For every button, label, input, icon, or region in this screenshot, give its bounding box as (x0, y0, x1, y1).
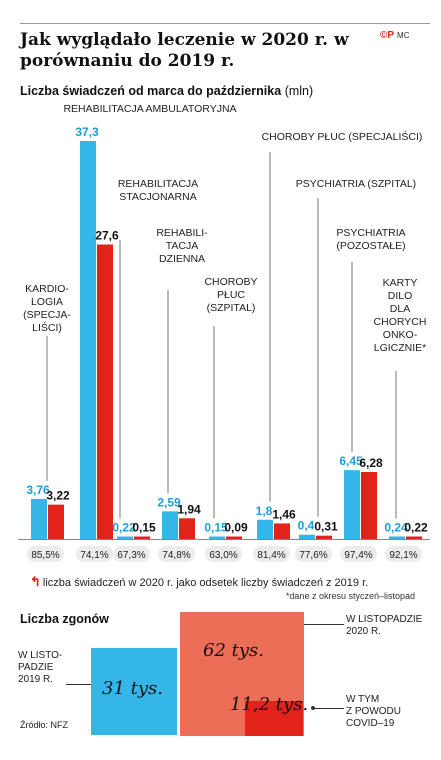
percent-label: 97,4% (344, 550, 372, 561)
percent-label: 74,1% (80, 550, 108, 561)
percent-pill (113, 546, 150, 562)
category-label: REHABILITACJA STACJONARNA (118, 178, 198, 203)
deaths-2019-value: 31 tys. (102, 678, 163, 699)
chart-unit: (mln) (284, 84, 314, 98)
bar-2019 (80, 141, 96, 539)
deaths-2019-label: W LISTO- PADZIE 2019 R. (18, 650, 63, 685)
percent-note-text: liczba świadczeń w 2020 r. jako odsetek … (42, 577, 369, 589)
deaths-2020-value: 62 tys. (203, 640, 264, 661)
bar-2019 (117, 536, 133, 539)
value-label-2020: 1,46 (272, 507, 296, 521)
bar-2020 (361, 471, 377, 539)
deaths-2019-leader (66, 684, 91, 685)
bar-2019 (209, 536, 225, 539)
chart-title-text: Liczba świadczeń od marca do październik… (20, 84, 282, 98)
category-label: CHOROBY PŁUC (SZPITAL) (204, 276, 257, 314)
source-note: Źródło: NFZ (20, 720, 69, 730)
top-rule (20, 23, 430, 24)
page-title: Jak wyglądało leczenie w 2020 r. w porów… (20, 30, 349, 71)
value-label-2020: 1,94 (177, 502, 201, 516)
value-label-2019: 37,3 (75, 125, 99, 139)
value-label-2019: 0,22 (112, 521, 136, 535)
value-label-2020: 3,22 (46, 489, 70, 503)
percent-pill (76, 546, 113, 562)
value-label-2019: 3,76 (26, 483, 50, 497)
publisher-logo: ©P MC (380, 30, 410, 41)
value-label-2020: 0,22 (404, 521, 428, 535)
bar-2019 (162, 511, 178, 539)
category-label: KARDIO-LOGIA (SPECJA-LIŚCI) (23, 283, 71, 334)
bar-2019 (299, 534, 315, 539)
value-label-2019: 1,8 (256, 504, 273, 518)
percent-pill (295, 546, 332, 562)
category-label: PSYCHIATRIA (POZOSTAŁE) (336, 227, 405, 252)
value-label-2020: 6,28 (359, 456, 383, 470)
bar-2019 (31, 498, 47, 539)
bar-2020 (97, 244, 113, 539)
deaths-covid-box (245, 701, 303, 736)
bar-chart: 3,763,22 KARDIO-LOGIA (SPECJA-LIŚCI) 85,5% 3… (18, 103, 430, 562)
logo-mark: ©P (380, 30, 395, 41)
percent-pill (340, 546, 377, 562)
value-label-2020: 27,6 (95, 229, 119, 243)
percent-pill (385, 546, 422, 562)
value-label-2020: 0,15 (132, 521, 156, 535)
value-label-2019: 0,4 (298, 519, 315, 533)
bar-2020 (316, 535, 332, 539)
value-label-2019: 2,59 (157, 495, 181, 509)
bar-2019 (344, 470, 360, 539)
percent-label: 81,4% (257, 550, 285, 561)
bar-2020 (179, 518, 195, 539)
chart-title: Liczba świadczeń od marca do październik… (20, 84, 313, 98)
bar-2019 (389, 536, 405, 539)
percent-note: ↰ liczba świadczeń w 2020 r. jako odsetek… (30, 574, 368, 590)
percent-label: 63,0% (209, 550, 237, 561)
deaths-covid-leader-dot (311, 706, 315, 710)
category-label: REHABILI-TACJA DZIENNA (156, 227, 208, 265)
percent-pill (253, 546, 290, 562)
footnote: *dane z okresu styczeń–listopad (285, 591, 415, 601)
deaths-covid-label: W TYM Z POWODU COVID–19 (346, 694, 401, 729)
deaths-title: Liczba zgonów (20, 612, 109, 626)
value-label-2019: 6,45 (339, 454, 363, 468)
percent-label: 92,1% (389, 550, 417, 561)
bar-2020 (226, 536, 242, 539)
deaths-2020-label: W LISTOPADZIE 2020 R. (346, 614, 423, 637)
author-initials: MC (397, 31, 410, 40)
value-label-2020: 0,31 (314, 520, 338, 534)
percent-pill (205, 546, 242, 562)
bar-2020 (134, 536, 150, 539)
category-label: REHABILITACJA AMBULATORYJNA (63, 103, 236, 115)
deaths-2019-box (91, 648, 177, 735)
turn-arrow-icon: ↰ (30, 574, 41, 589)
value-label-2019: 0,15 (204, 521, 228, 535)
category-label: KARTY DILO DLA CHORYCH ONKO-LGICZNIE* (374, 277, 427, 354)
percent-label: 85,5% (31, 550, 59, 561)
percent-label: 77,6% (299, 550, 327, 561)
value-label-2020: 0,09 (224, 521, 248, 535)
deaths-2020-leader (304, 624, 344, 625)
category-label: CHOROBY PŁUC (SPECJALIŚCI) (262, 130, 423, 143)
bar-2020 (274, 523, 290, 539)
percent-pill (158, 546, 195, 562)
percent-pill (27, 546, 64, 562)
percent-label: 74,8% (162, 550, 190, 561)
category-label: PSYCHIATRIA (SZPITAL) (296, 178, 416, 190)
value-label-2019: 0,24 (384, 520, 408, 534)
deaths-covid-leader (313, 708, 344, 709)
bar-2020 (48, 504, 64, 539)
percent-label: 67,3% (117, 550, 145, 561)
bar-2020 (406, 536, 422, 539)
deaths-covid-value: 11,2 tys. (230, 694, 309, 715)
bar-2019 (257, 519, 273, 539)
